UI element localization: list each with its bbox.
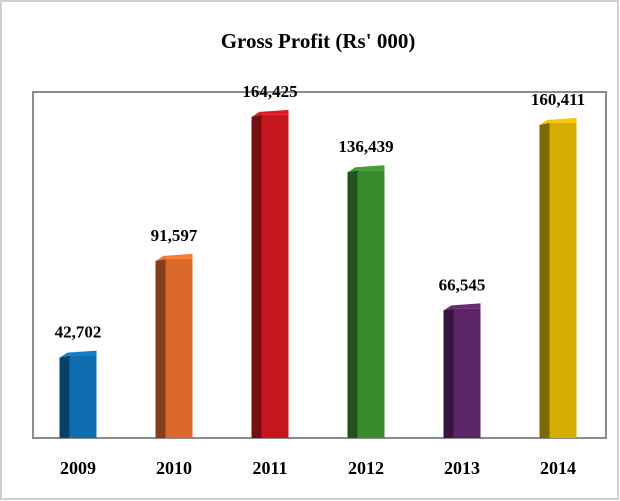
bar-side [251, 114, 262, 438]
bar [261, 114, 289, 438]
data-label: 164,425 [242, 82, 297, 101]
chart-title: Gross Profit (Rs' 000) [221, 29, 416, 53]
bar [453, 308, 481, 438]
x-tick-label: 2011 [252, 458, 287, 478]
data-label: 160,411 [531, 90, 585, 109]
data-label: 42,702 [55, 322, 102, 341]
data-label: 91,597 [151, 226, 198, 245]
x-tick-label: 2009 [60, 458, 96, 478]
x-tick-label: 2013 [444, 458, 480, 478]
bar [549, 122, 577, 438]
bar-top [59, 350, 97, 358]
bar [165, 258, 193, 438]
data-label: 66,545 [439, 275, 486, 294]
plot-frame [32, 91, 607, 439]
bar-side [443, 308, 454, 438]
x-tick-label: 2014 [540, 458, 576, 478]
bar-top [155, 253, 193, 261]
bar [357, 170, 385, 438]
x-tick-label: 2010 [156, 458, 192, 478]
bar-top [443, 303, 481, 311]
bar [69, 355, 97, 438]
x-tick-label: 2012 [348, 458, 384, 478]
bar-side [59, 355, 70, 438]
bar-side [539, 122, 550, 438]
bar-side [155, 258, 166, 438]
data-label: 136,439 [338, 137, 393, 156]
bar-top [347, 165, 385, 173]
bar-side [347, 170, 358, 438]
bar-top [539, 117, 577, 125]
bar-top [251, 109, 289, 117]
